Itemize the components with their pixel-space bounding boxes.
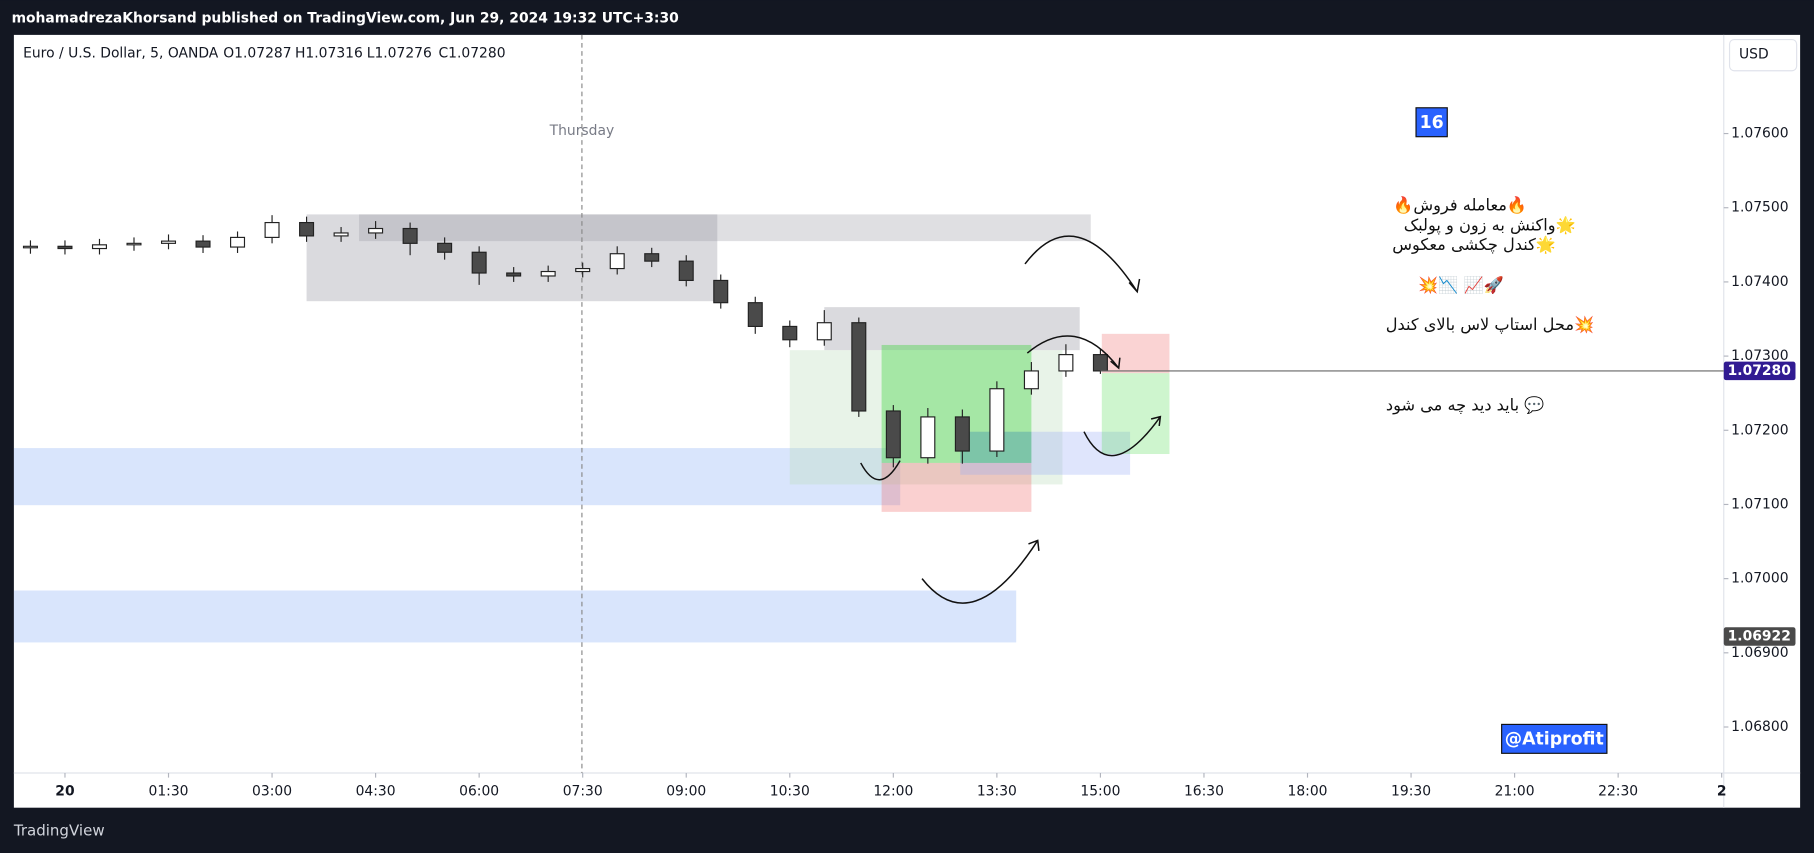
annotation: 🔥معامله فروش🔥 (1393, 196, 1527, 216)
ohlc-value: L1.07276 (367, 45, 432, 61)
candle-body (989, 388, 1005, 452)
publish-header: mohamadrezaKhorsand published on Trading… (12, 11, 679, 27)
candle-body (678, 260, 694, 282)
watermark: @Atiprofit (1505, 729, 1604, 749)
annotation: 💥محل استاپ لاس بالای کندل (1386, 315, 1594, 335)
candle-body (540, 270, 556, 277)
x-tick-label: 13:30 (977, 783, 1017, 799)
zone (13, 590, 1017, 643)
price-label-box (1723, 361, 1796, 381)
x-tick-label: 20 (55, 783, 74, 799)
annotation: 🌟واکنش به زون و پولبک (1404, 215, 1576, 235)
y-tick-label: 1.07200 (1731, 422, 1788, 438)
y-tick-label: 1.07000 (1731, 571, 1788, 587)
annotations: 🔥معامله فروش🔥 🌟واکنش به زون و پولبک 🌟کند… (1386, 196, 1594, 416)
x-tick-label: 18:00 (1288, 783, 1328, 799)
candle-body (57, 245, 73, 250)
candle-body (851, 322, 867, 412)
badge-box (1415, 107, 1448, 138)
ohlc-value: C1.07280 (438, 45, 505, 61)
candle-body (575, 267, 591, 273)
candle-body (437, 242, 453, 253)
x-tick-label: 2 (1717, 783, 1727, 799)
x-tick-label: 15:00 (1080, 783, 1120, 799)
candle-body (22, 245, 38, 249)
x-tick-label: 12:00 (873, 783, 913, 799)
price-label: 1.07280 (1728, 363, 1791, 379)
candle-body (91, 244, 107, 250)
chart-area (13, 34, 1801, 808)
candle-body (299, 221, 315, 237)
x-tick-label: 16:30 (1184, 783, 1224, 799)
candle-body (1023, 370, 1039, 390)
x-tick-label: 21:00 (1495, 783, 1535, 799)
price-label: 1.06922 (1728, 628, 1791, 644)
zone (881, 462, 1032, 512)
candle-body (1092, 354, 1108, 372)
candle-body (782, 325, 798, 341)
candle-body (644, 253, 660, 262)
y-tick-label: 1.07500 (1731, 200, 1788, 216)
y-tick-label: 1.06900 (1731, 645, 1788, 661)
x-tick-label: 03:00 (252, 783, 292, 799)
zone (824, 307, 1080, 351)
x-tick-label: 06:00 (459, 783, 499, 799)
price-label-box (1723, 627, 1796, 646)
x-tick-label: 07:30 (563, 783, 603, 799)
candle-body (230, 236, 246, 248)
candle-body (126, 242, 142, 246)
candle-body (506, 272, 522, 277)
y-tick-label: 1.06800 (1731, 719, 1788, 735)
candle-body (816, 322, 832, 341)
candle-body (713, 279, 729, 304)
watermark-box (1501, 723, 1608, 754)
ohlc-legend: O1.07287 H1.07316 L1.07276 C1.07280 (223, 45, 505, 61)
candle-body (954, 416, 970, 452)
candle-body (1058, 354, 1074, 372)
x-tick-label: 09:00 (666, 783, 706, 799)
candle-body (160, 240, 177, 244)
candle-body (920, 416, 936, 459)
ohlc-value: H1.07316 (295, 45, 363, 61)
session-label: Thursday (549, 123, 615, 139)
x-tick-label: 10:30 (770, 783, 810, 799)
y-tick-label: 1.07100 (1731, 496, 1788, 512)
x-tick-label: 01:30 (149, 783, 189, 799)
candles (22, 215, 1108, 468)
symbol: Euro / U.S. Dollar, 5, OANDA (23, 45, 219, 61)
y-tick-label: 1.07300 (1731, 348, 1788, 364)
zone (1101, 333, 1170, 374)
x-tick-label: 04:30 (356, 783, 396, 799)
currency-box (1728, 38, 1798, 72)
arrows (860, 235, 1162, 604)
ohlc-value: O1.07287 (223, 45, 291, 61)
annotation: 🌟کندل چکشی معکوس (1392, 235, 1556, 255)
candle-body (609, 253, 625, 270)
x-tick-label: 19:30 (1391, 783, 1431, 799)
candle-body (747, 302, 763, 328)
y-tick-label: 1.07400 (1731, 274, 1788, 290)
candle-body (402, 227, 418, 244)
zone (1101, 373, 1170, 455)
candle-body (471, 251, 487, 274)
axes: 1.06800 1.06900 1.07000 1.07100 1.07200 1.073… (55, 126, 1796, 799)
candle-body (885, 410, 901, 459)
candle-body (333, 232, 349, 237)
annotation: 💬 باید دید چه می شود (1386, 396, 1545, 416)
badge: 16 (1420, 113, 1444, 133)
annotation: 🚀📈 📉💥 (1418, 275, 1504, 295)
candle-body (368, 227, 384, 234)
currency: USD (1739, 47, 1769, 63)
zone (359, 214, 1091, 242)
x-tick-label: 22:30 (1598, 783, 1638, 799)
zone (13, 448, 901, 506)
y-tick-label: 1.07600 (1731, 126, 1788, 142)
candle-body (195, 240, 211, 248)
candle-body (264, 221, 280, 238)
footer-brand: TradingView (13, 821, 105, 839)
